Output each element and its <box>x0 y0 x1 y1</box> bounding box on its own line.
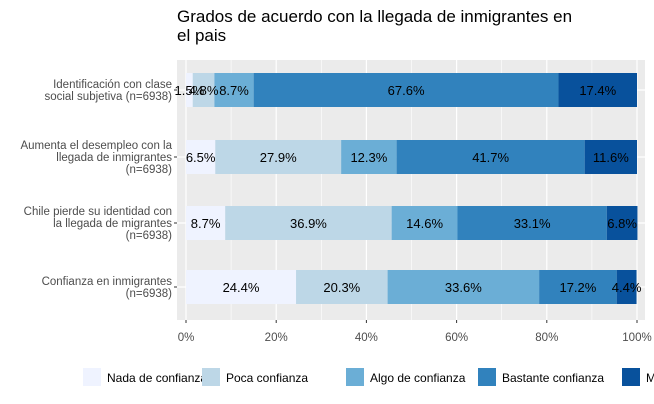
legend-key <box>478 368 496 386</box>
data-label: 36.9% <box>290 216 327 231</box>
data-label: 41.7% <box>472 150 509 165</box>
legend-label: Poca confianza <box>226 371 308 385</box>
bar-segment <box>606 206 638 240</box>
bar-segment <box>539 270 617 304</box>
bar-segment <box>186 206 226 240</box>
category-label: Chile pierde su identidad con <box>24 206 172 218</box>
data-label: 27.9% <box>260 150 297 165</box>
category-label: Aumenta el desempleo con la <box>20 140 172 152</box>
category-label: social subjetiva (n=6938) <box>44 91 172 103</box>
category-label: llegada de inmigrantes <box>56 152 172 164</box>
data-label: 33.6% <box>445 280 482 295</box>
bar-segment <box>186 140 216 174</box>
data-label: 12.3% <box>350 150 387 165</box>
bar-segment <box>616 270 637 304</box>
x-tick-label: 20% <box>265 332 288 344</box>
legend-label: Bastante confianza <box>502 371 604 385</box>
bar-segment <box>186 73 193 107</box>
legend-label: M <box>646 371 654 385</box>
category-label: (n=6938) <box>126 230 173 242</box>
bar-segment <box>296 270 388 304</box>
x-tick-label: 80% <box>535 332 558 344</box>
x-tick-label: 0% <box>178 332 195 344</box>
bar-segment <box>186 270 297 304</box>
chart-title: Grados de acuerdo con la llegada de inmi… <box>177 7 572 45</box>
bar-segment <box>215 140 342 174</box>
data-label: 6.8% <box>607 216 637 231</box>
data-label: 1.5% <box>175 83 205 98</box>
category-label: la llegada de migrantes <box>53 218 172 230</box>
bar-segment <box>457 206 607 240</box>
bar-segment <box>192 73 215 107</box>
x-axis-ticks: 0% 20% 40% 60% 80% 100% <box>178 320 652 344</box>
bar-segment <box>341 140 397 174</box>
data-label: 20.3% <box>323 280 360 295</box>
data-label: 24.4% <box>223 280 260 295</box>
data-label: 14.6% <box>406 216 443 231</box>
data-label: 8.7% <box>219 83 249 98</box>
bar-segment <box>584 140 637 174</box>
category-label: Confianza en inmigrantes <box>42 276 173 288</box>
bars <box>186 73 638 304</box>
chart-title-line: Grados de acuerdo con la llegada de inmi… <box>177 7 572 26</box>
bar-segment <box>387 270 540 304</box>
bar-segment <box>225 206 392 240</box>
x-tick-label: 40% <box>355 332 378 344</box>
data-label: 11.6% <box>593 150 629 165</box>
legend-key <box>346 368 364 386</box>
category-label: Identificación con clase <box>53 79 172 91</box>
legend-label: Nada de confianza <box>107 371 207 385</box>
bar-segment <box>558 73 637 107</box>
data-label: 17.2% <box>559 280 596 295</box>
legend: Nada de confianza Poca confianza Algo de c… <box>83 368 654 386</box>
legend-key <box>202 368 220 386</box>
x-tick-label: 60% <box>445 332 468 344</box>
data-labels: 1.5%4.8% 8.7% 67.6% 17.4%6.5% 27.9% 12.3% 41.7… <box>175 83 642 295</box>
category-label: (n=6938) <box>126 164 173 176</box>
data-label: 67.6% <box>388 83 425 98</box>
data-label: 6.5% <box>186 150 216 165</box>
chart-title-line: el pais <box>177 26 226 45</box>
bar-segment <box>396 140 585 174</box>
bar-segment <box>391 206 458 240</box>
data-label: 4.4% <box>612 280 642 295</box>
legend-key <box>622 368 640 386</box>
legend-label: Algo de confianza <box>370 371 466 385</box>
legend-key <box>83 368 101 386</box>
data-label: 17.4% <box>579 83 616 98</box>
data-label: 8.7% <box>191 216 221 231</box>
data-label: 33.1% <box>514 216 551 231</box>
category-label: (n=6938) <box>126 288 173 300</box>
x-tick-label: 100% <box>622 332 651 344</box>
bar-segment <box>214 73 254 107</box>
data-label: 4.8% <box>189 83 219 98</box>
bar-segment <box>253 73 559 107</box>
